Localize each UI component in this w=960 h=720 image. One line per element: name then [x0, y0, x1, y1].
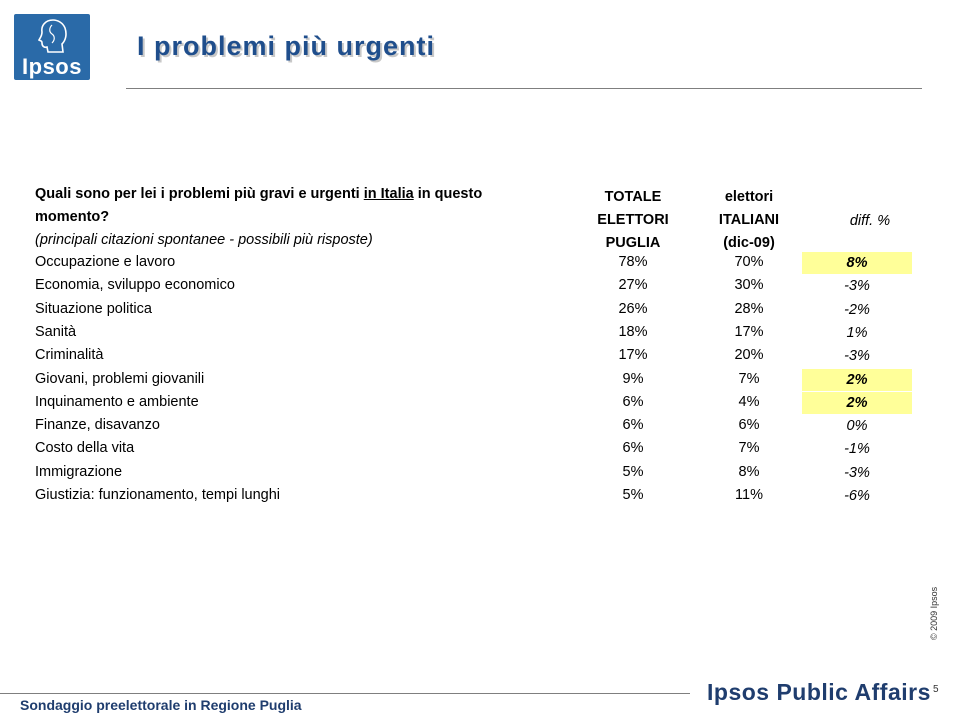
- value-italia: 4%: [738, 393, 760, 410]
- value-puglia: 18%: [618, 323, 648, 340]
- value-diff: -6%: [844, 488, 870, 504]
- value-italia: 70%: [734, 254, 764, 270]
- table-row: Criminalità 17% 20% -3%: [35, 345, 935, 368]
- question-note: (principali citazioni spontanee - possib…: [35, 232, 373, 248]
- table-row: Costo della vita 6% 7% -1%: [35, 438, 935, 461]
- question-line-1: Quali sono per lei i problemi più gravi …: [35, 186, 483, 202]
- column-header-diff: diff. %: [849, 213, 891, 229]
- question-line-2: momento?: [35, 209, 110, 225]
- copyright: © 2009 Ipsos: [929, 586, 939, 640]
- row-label: Situazione politica: [35, 300, 152, 317]
- value-italia: 6%: [738, 417, 760, 434]
- value-puglia: 9%: [622, 370, 644, 387]
- table-header: Quali sono per lei i problemi più gravi …: [35, 186, 915, 251]
- value-puglia: 6%: [622, 393, 644, 410]
- value-puglia: 6%: [622, 440, 644, 457]
- value-italia: 28%: [734, 300, 764, 317]
- value-puglia: 17%: [618, 347, 648, 364]
- value-puglia: 26%: [618, 300, 648, 317]
- value-italia: 7%: [738, 370, 760, 387]
- page-title: I problemi più urgenti: [137, 31, 435, 61]
- value-puglia: 5%: [622, 487, 644, 503]
- table-row: Sanità 18% 17% 1%: [35, 322, 935, 345]
- value-italia: 8%: [738, 463, 760, 480]
- value-diff: 1%: [846, 324, 868, 341]
- row-label: Immigrazione: [35, 463, 123, 480]
- row-label: Giustizia: funzionamento, tempi lunghi: [35, 487, 281, 503]
- value-italia: 11%: [735, 487, 763, 503]
- table-row: Finanze, disavanzo 6% 6% 0%: [35, 415, 935, 438]
- value-diff: -3%: [844, 278, 870, 295]
- table-row: Economia, sviluppo economico 27% 30% -3%: [35, 275, 935, 298]
- row-label: Economia, sviluppo economico: [35, 277, 235, 294]
- value-diff: 0%: [846, 418, 868, 435]
- value-diff: -1%: [844, 441, 870, 458]
- column-header-italia: elettori ITALIANI (dic-09): [718, 189, 780, 251]
- value-diff: -2%: [844, 301, 870, 318]
- value-diff: -3%: [844, 464, 870, 481]
- footer-survey-title: Sondaggio preelettorale in Regione Pugli…: [20, 697, 302, 713]
- brand-name: Ipsos Public Affairs: [707, 679, 931, 705]
- value-puglia: 6%: [622, 417, 644, 434]
- row-label: Giovani, problemi giovanili: [35, 370, 205, 387]
- logo-text: Ipsos: [22, 54, 82, 79]
- value-puglia: 5%: [622, 463, 644, 480]
- page-number: 5: [933, 684, 939, 695]
- value-diff: 2%: [802, 391, 912, 414]
- value-diff: 2%: [802, 368, 912, 391]
- value-italia: 30%: [734, 277, 764, 294]
- question-emphasis: in Italia: [363, 186, 414, 202]
- value-diff: -3%: [844, 348, 870, 365]
- value-italia: 7%: [738, 440, 760, 457]
- table-row: Occupazione e lavoro 78% 70% 8%: [35, 252, 935, 275]
- ipsos-logo: Ipsos: [14, 14, 90, 80]
- row-label: Costo della vita: [35, 440, 135, 457]
- table-row: Inquinamento e ambiente 6% 4% 2%: [35, 391, 935, 415]
- table-row: Situazione politica 26% 28% -2%: [35, 299, 935, 322]
- footer-divider: [0, 693, 690, 694]
- value-diff: 8%: [802, 252, 912, 274]
- title-divider: [126, 88, 922, 89]
- row-label: Inquinamento e ambiente: [35, 393, 199, 410]
- table-row: Giustizia: funzionamento, tempi lunghi 5%…: [35, 485, 935, 508]
- row-label: Occupazione e lavoro: [35, 254, 176, 270]
- row-label: Criminalità: [35, 347, 104, 364]
- head-profile-icon: [37, 19, 67, 53]
- row-label: Finanze, disavanzo: [35, 417, 160, 434]
- table-row: Immigrazione 5% 8% -3%: [35, 462, 935, 485]
- value-puglia: 27%: [618, 277, 648, 294]
- value-italia: 20%: [734, 347, 764, 364]
- column-header-puglia: TOTALE ELETTORI PUGLIA: [597, 189, 669, 251]
- row-label: Sanità: [35, 323, 77, 340]
- value-puglia: 78%: [618, 254, 648, 270]
- table-row: Giovani, problemi giovanili 9% 7% 2%: [35, 368, 935, 392]
- value-italia: 17%: [734, 323, 764, 340]
